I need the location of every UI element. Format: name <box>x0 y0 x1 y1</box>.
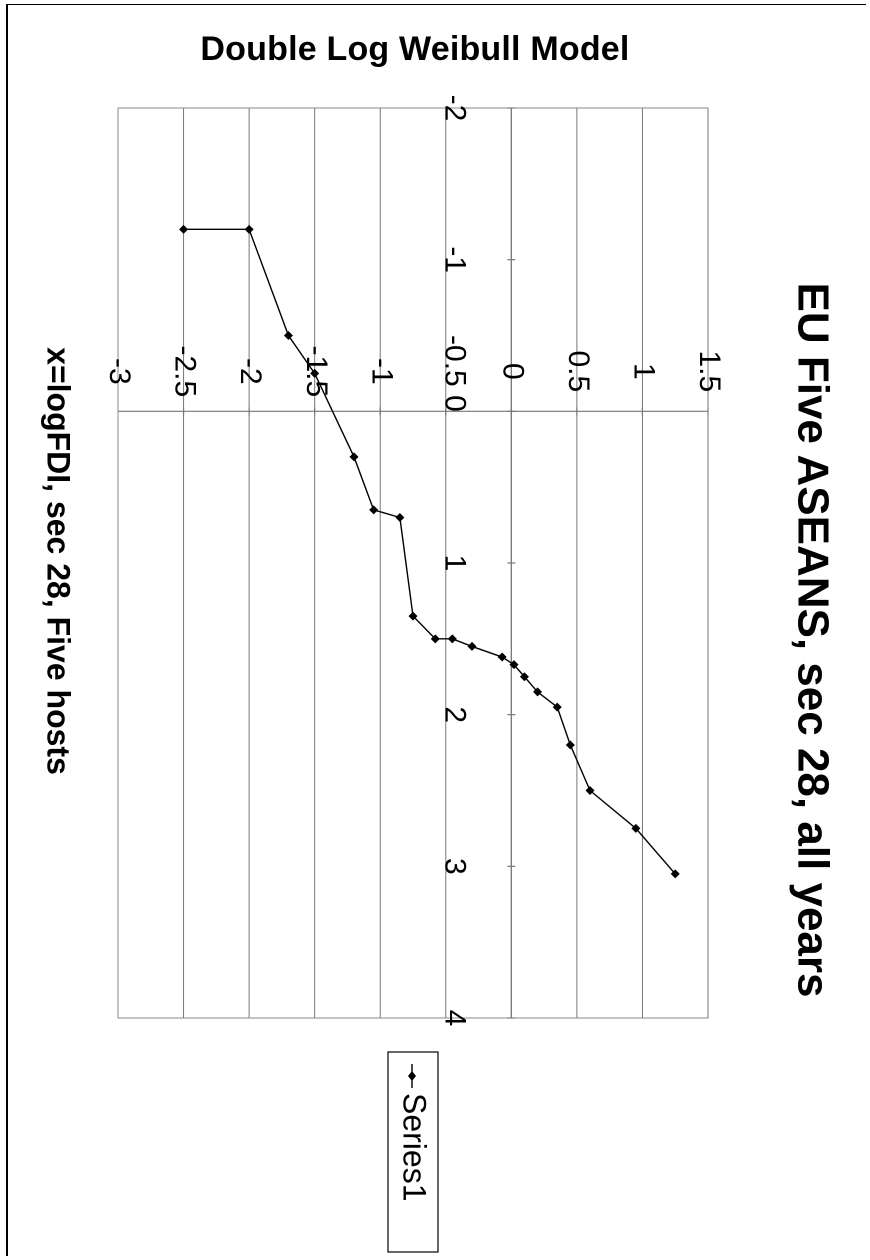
data-point <box>244 224 254 234</box>
page-header: Double Log Weibull Model <box>200 30 630 68</box>
data-marks <box>179 224 680 879</box>
plot-frame <box>117 107 709 1019</box>
legend-box <box>387 1051 439 1253</box>
y-tick-label: -1 <box>365 358 398 385</box>
plot-area <box>117 107 709 1019</box>
data-point <box>497 652 507 662</box>
data-point <box>631 823 641 833</box>
x-tick-label: 4 <box>438 1010 471 1027</box>
chart-labels: -2 -1 -0.5 0 1 2 3 4 1.5 1 0.5 0 -1 -1.5 -2 -2.5 -3 Seri… <box>41 95 837 1253</box>
data-point <box>519 672 529 682</box>
data-point <box>585 786 595 795</box>
y-tick-label: -2 <box>234 358 267 385</box>
data-point <box>430 634 440 644</box>
series-line <box>183 228 676 875</box>
data-point <box>349 452 359 462</box>
x-axis-label: x=logFDI, sec 28, Five hosts <box>41 347 77 775</box>
data-point <box>467 641 477 651</box>
data-point <box>310 368 320 378</box>
data-point <box>408 611 418 621</box>
legend-label: Series1 <box>397 1093 433 1202</box>
legend: Series1 <box>387 1051 439 1253</box>
data-point <box>565 740 575 750</box>
y-tick-label: -1.5 <box>300 345 333 397</box>
data-point <box>670 869 680 879</box>
legend-marker <box>408 1071 416 1081</box>
y-tick-label: 0 <box>496 363 529 380</box>
chart-title: EU Five ASEANS, sec 28, all years <box>788 283 837 998</box>
x-tick-label: -0.5 0 <box>438 335 471 412</box>
page-frame <box>6 4 866 1256</box>
y-tick-label: 1.5 <box>693 350 726 392</box>
data-point <box>283 331 293 340</box>
x-tick-label: 1 <box>438 555 471 572</box>
y-tick-label: -3 <box>103 358 136 385</box>
data-point <box>179 224 189 234</box>
x-tick-label: 2 <box>438 706 471 723</box>
data-point <box>552 702 562 712</box>
data-point <box>369 505 379 515</box>
y-tick-label: -2.5 <box>169 345 202 397</box>
x-tick-label: 3 <box>438 858 471 875</box>
data-point <box>447 634 457 644</box>
data-point <box>395 513 405 522</box>
data-point <box>533 687 543 697</box>
y-tick-label: 1 <box>628 363 661 380</box>
y-tick-label: 0.5 <box>562 350 595 392</box>
x-tick-label: -1 <box>438 246 471 273</box>
x-tick-label: -2 <box>438 95 471 122</box>
data-point <box>509 660 519 670</box>
